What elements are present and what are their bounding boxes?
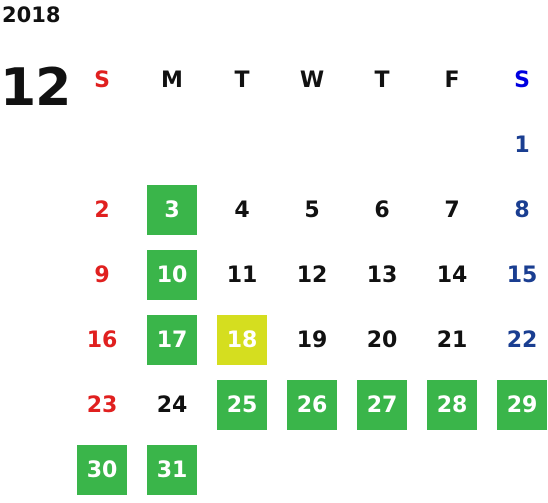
day: 13 [366,262,398,288]
day: 5 [304,197,320,223]
weekday-header: S [514,67,530,93]
day: 16 [86,327,118,353]
day: 19 [296,327,328,353]
highlighted-day: 17 [147,315,197,365]
highlighted-day: 18 [217,315,267,365]
day: 9 [94,262,110,288]
day: 11 [226,262,258,288]
weekday-header: S [94,67,110,93]
day: 21 [436,327,468,353]
highlighted-day: 31 [147,445,197,495]
day: 6 [374,197,390,223]
day: 24 [156,392,188,418]
weekday-header: F [444,67,460,93]
day: 23 [86,392,118,418]
day: 22 [506,327,538,353]
day: 4 [234,197,250,223]
day: 8 [514,197,530,223]
highlighted-day: 10 [147,250,197,300]
day: 20 [366,327,398,353]
highlighted-day: 25 [217,380,267,430]
highlighted-day: 26 [287,380,337,430]
weekday-header: W [299,67,325,93]
highlighted-day: 29 [497,380,547,430]
highlighted-day: 30 [77,445,127,495]
highlighted-day: 28 [427,380,477,430]
year: 2018 [2,3,61,27]
weekday-header: M [161,67,183,93]
day: 2 [94,197,110,223]
day: 12 [296,262,328,288]
weekday-header: T [374,67,390,93]
weekday-header: T [234,67,250,93]
day: 15 [506,262,538,288]
day: 14 [436,262,468,288]
day: 1 [514,132,530,158]
month: 12 [0,58,71,118]
highlighted-day: 3 [147,185,197,235]
day: 7 [444,197,460,223]
highlighted-day: 27 [357,380,407,430]
